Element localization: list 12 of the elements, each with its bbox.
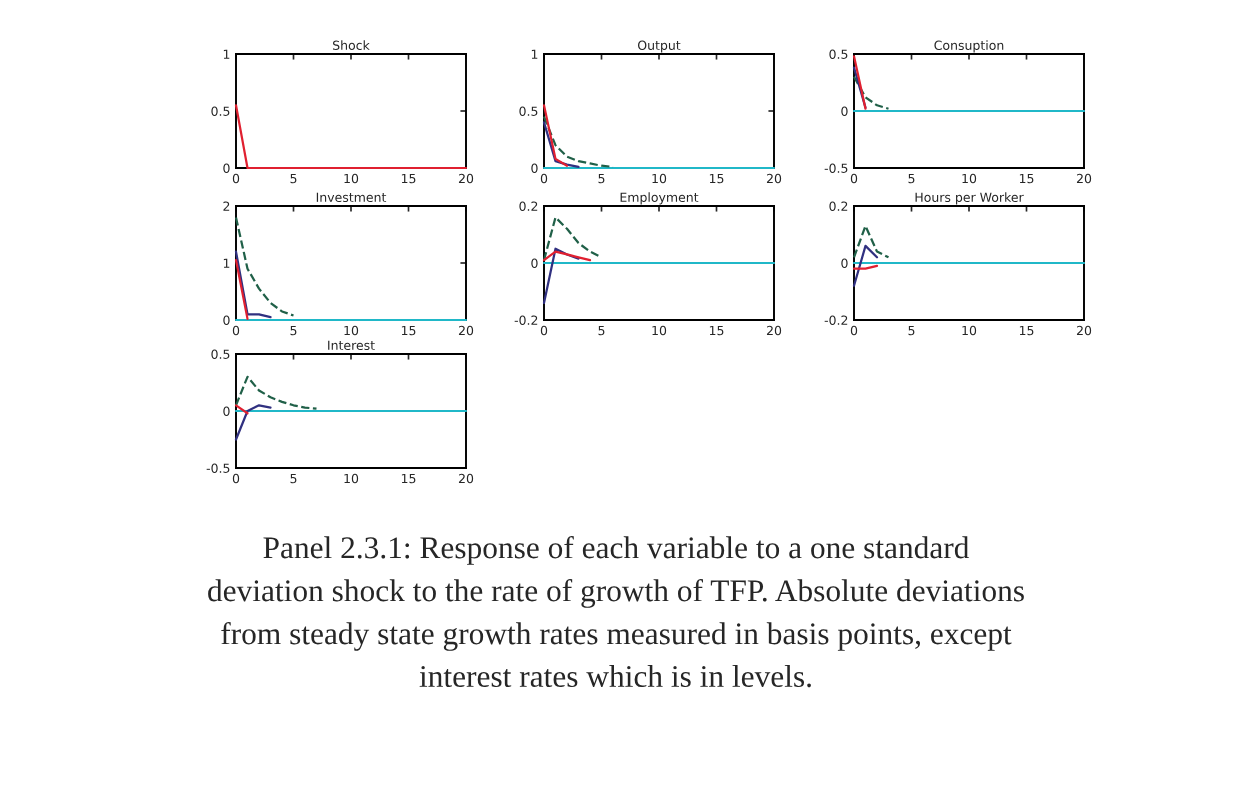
line-series (542, 115, 615, 168)
line-series (542, 216, 603, 262)
line-series (234, 375, 318, 410)
text: Panel 2.3.1: Response of each variable to a one standard (263, 536, 970, 565)
text: from steady state growth rates measured in basis points, except (221, 622, 1012, 651)
text: deviation shock to the rate of growth of TFP. Absolute deviations (208, 579, 1024, 608)
text: interest rates which is in levels. (419, 665, 811, 688)
line-series (234, 404, 272, 441)
line-series (542, 121, 580, 168)
line-series (852, 75, 890, 110)
line-series (542, 247, 580, 305)
line-series (234, 216, 295, 317)
